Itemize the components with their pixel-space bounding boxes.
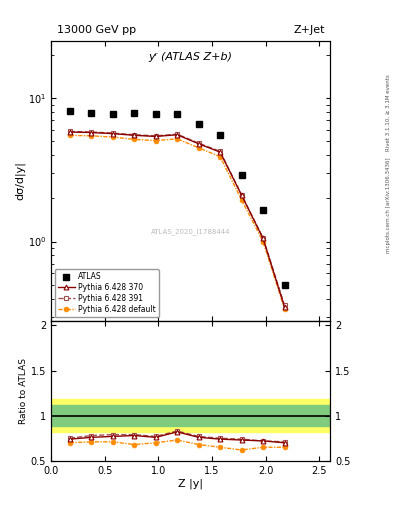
Line: Pythia 6.428 370: Pythia 6.428 370 xyxy=(68,130,287,309)
Pythia 6.428 default xyxy=(282,306,287,312)
Pythia 6.428 391 xyxy=(153,133,158,139)
Pythia 6.428 391 xyxy=(68,129,72,135)
Text: 13000 GeV pp: 13000 GeV pp xyxy=(57,26,136,35)
Line: Pythia 6.428 default: Pythia 6.428 default xyxy=(68,133,287,311)
Pythia 6.428 370 xyxy=(68,129,72,135)
Text: mcplots.cern.ch [arXiv:1306.3436]: mcplots.cern.ch [arXiv:1306.3436] xyxy=(386,157,391,252)
ATLAS xyxy=(153,111,158,117)
X-axis label: Z |y|: Z |y| xyxy=(178,478,203,489)
Y-axis label: Ratio to ATLAS: Ratio to ATLAS xyxy=(19,358,28,424)
Pythia 6.428 391 xyxy=(261,235,265,241)
Pythia 6.428 391 xyxy=(239,191,244,198)
Pythia 6.428 default xyxy=(239,197,244,203)
Text: Z+Jet: Z+Jet xyxy=(293,26,325,35)
Pythia 6.428 391 xyxy=(282,302,287,308)
Pythia 6.428 370 xyxy=(89,130,94,136)
Pythia 6.428 391 xyxy=(132,132,137,138)
Pythia 6.428 default xyxy=(89,133,94,139)
Pythia 6.428 370 xyxy=(110,131,115,137)
Pythia 6.428 default xyxy=(196,145,201,151)
Pythia 6.428 391 xyxy=(196,140,201,146)
ATLAS xyxy=(175,111,180,117)
Legend: ATLAS, Pythia 6.428 370, Pythia 6.428 391, Pythia 6.428 default: ATLAS, Pythia 6.428 370, Pythia 6.428 39… xyxy=(55,269,159,317)
Pythia 6.428 370 xyxy=(218,149,222,155)
Pythia 6.428 default xyxy=(218,154,222,160)
Text: Rivet 3.1.10, ≥ 3.1M events: Rivet 3.1.10, ≥ 3.1M events xyxy=(386,74,391,151)
ATLAS xyxy=(196,121,201,127)
Pythia 6.428 391 xyxy=(110,130,115,136)
Pythia 6.428 default xyxy=(68,132,72,138)
Pythia 6.428 default xyxy=(175,136,180,142)
Y-axis label: dσ/d|y|: dσ/d|y| xyxy=(15,161,25,200)
Pythia 6.428 370 xyxy=(153,134,158,140)
Pythia 6.428 391 xyxy=(218,148,222,155)
Pythia 6.428 default xyxy=(110,134,115,140)
Pythia 6.428 370 xyxy=(239,192,244,198)
Pythia 6.428 391 xyxy=(89,129,94,135)
Pythia 6.428 370 xyxy=(196,141,201,147)
Pythia 6.428 370 xyxy=(261,236,265,242)
ATLAS xyxy=(218,132,222,138)
ATLAS xyxy=(89,110,94,116)
Pythia 6.428 370 xyxy=(132,132,137,138)
ATLAS xyxy=(239,172,244,178)
ATLAS xyxy=(282,282,287,288)
ATLAS xyxy=(261,207,265,214)
Pythia 6.428 default xyxy=(153,138,158,144)
ATLAS xyxy=(132,110,137,116)
Text: yʳ (ATLAS Z+b): yʳ (ATLAS Z+b) xyxy=(149,52,233,62)
ATLAS xyxy=(110,111,115,117)
Line: Pythia 6.428 391: Pythia 6.428 391 xyxy=(68,129,287,308)
Pythia 6.428 370 xyxy=(175,132,180,138)
Line: ATLAS: ATLAS xyxy=(66,108,288,288)
Pythia 6.428 default xyxy=(132,136,137,142)
Pythia 6.428 default xyxy=(261,239,265,245)
Text: ATLAS_2020_I1788444: ATLAS_2020_I1788444 xyxy=(151,228,230,234)
ATLAS xyxy=(68,108,72,114)
Pythia 6.428 391 xyxy=(175,131,180,137)
Pythia 6.428 370 xyxy=(282,304,287,310)
